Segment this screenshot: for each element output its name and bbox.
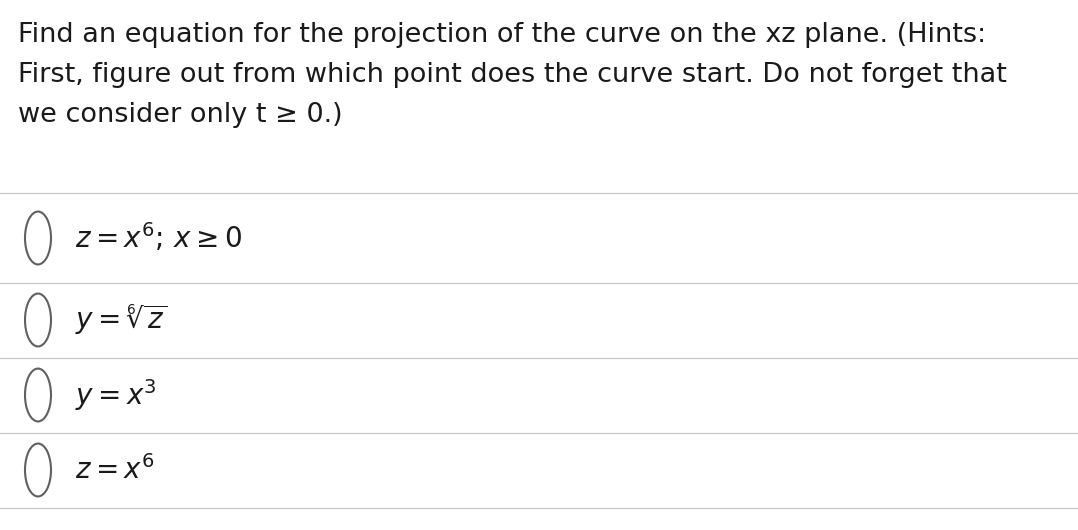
- Text: $z = x^{6};\, x \geq 0$: $z = x^{6};\, x \geq 0$: [75, 222, 243, 254]
- Ellipse shape: [25, 294, 51, 347]
- Text: $y = x^{3}$: $y = x^{3}$: [75, 377, 156, 413]
- Text: we consider only t ≥ 0.): we consider only t ≥ 0.): [18, 102, 343, 128]
- Text: $y=\sqrt[6]{z}$: $y=\sqrt[6]{z}$: [75, 303, 167, 337]
- Text: First, figure out from which point does the curve start. Do not forget that: First, figure out from which point does …: [18, 62, 1007, 88]
- Text: $z = x^{6}$: $z = x^{6}$: [75, 455, 154, 485]
- Text: Find an equation for the projection of the curve on the xz plane. (Hints:: Find an equation for the projection of t…: [18, 22, 986, 48]
- Ellipse shape: [25, 444, 51, 497]
- Ellipse shape: [25, 368, 51, 421]
- Ellipse shape: [25, 211, 51, 264]
